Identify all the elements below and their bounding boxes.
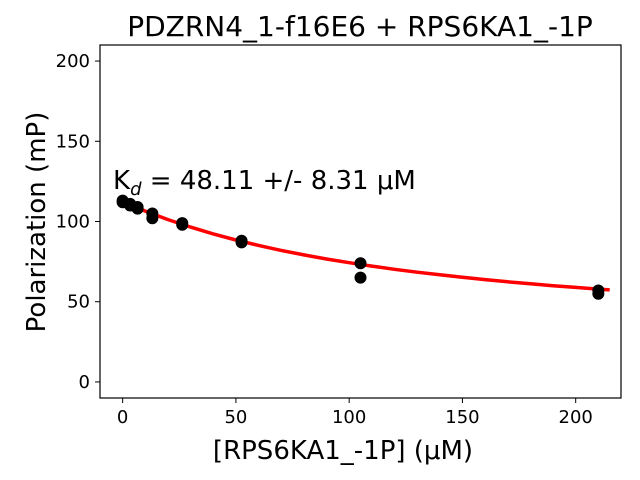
y-tick-label: 100 (56, 212, 90, 233)
data-point (235, 236, 248, 249)
data-points-layer (116, 194, 605, 300)
x-tick-label: 150 (445, 407, 479, 428)
axis-ticks: 0 50 100 150 200 0 50 100 150 200 (56, 51, 593, 428)
fit-curve (122, 199, 610, 292)
kd-symbol: K (113, 166, 131, 196)
kd-subscript: d (130, 179, 142, 200)
y-tick-label: 0 (79, 372, 90, 393)
x-tick-label: 50 (224, 407, 247, 428)
y-tick-label: 150 (56, 131, 90, 152)
data-point (176, 218, 189, 231)
x-tick-label: 100 (332, 407, 366, 428)
y-tick-label: 200 (56, 51, 90, 72)
x-axis-title: [RPS6KA1_-1P] (μM) (213, 436, 473, 466)
data-point (146, 212, 159, 225)
data-point (354, 257, 367, 270)
kd-value: = 48.11 +/- 8.31 μM (142, 166, 416, 196)
x-tick-label: 0 (117, 407, 128, 428)
y-axis-title: Polarization (mP) (22, 112, 52, 333)
kd-annotation: Kd = 48.11 +/- 8.31 μM (113, 166, 416, 200)
data-point (592, 287, 605, 300)
chart-title: PDZRN4_1-f16E6 + RPS6KA1_-1P (127, 10, 593, 43)
y-tick-label: 50 (67, 292, 90, 313)
data-point (354, 271, 367, 284)
fit-curve-layer (122, 199, 610, 292)
x-tick-label: 200 (559, 407, 593, 428)
data-point (131, 202, 144, 215)
